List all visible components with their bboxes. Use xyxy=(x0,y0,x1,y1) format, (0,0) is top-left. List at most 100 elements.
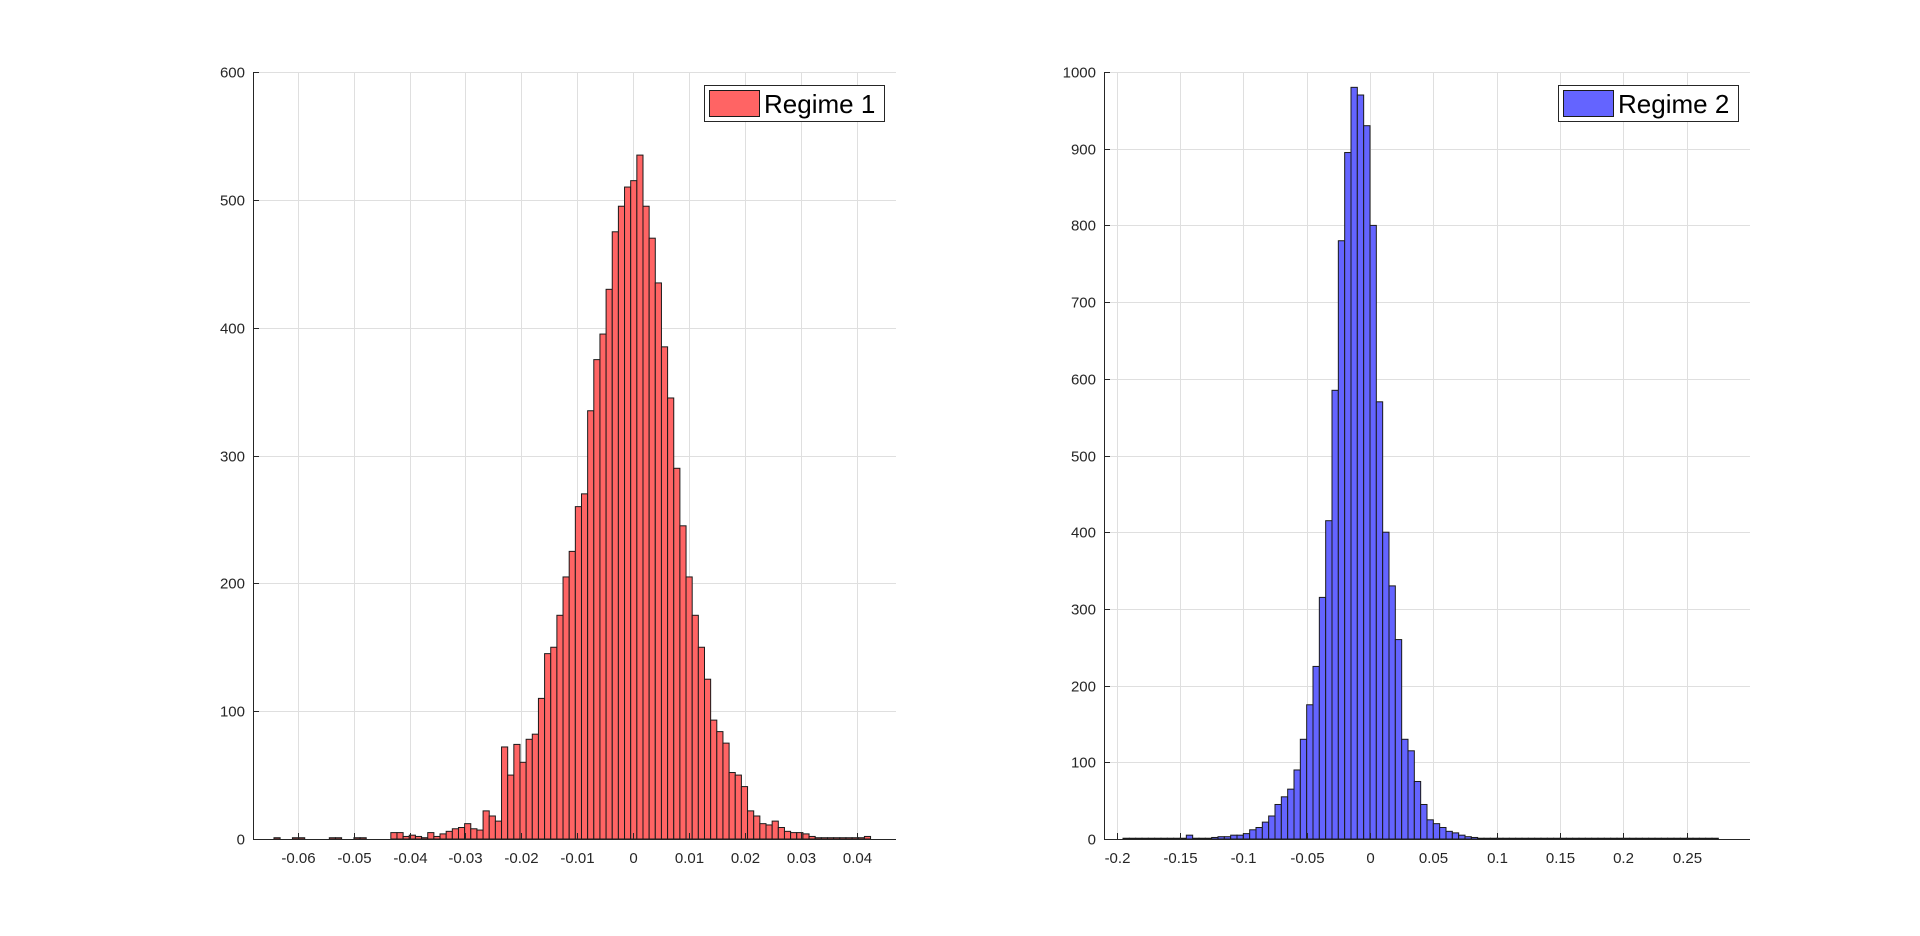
histogram-bar xyxy=(1432,823,1441,840)
histogram-bar xyxy=(580,493,589,840)
x-tick-label: -0.02 xyxy=(504,850,538,867)
histogram-bar xyxy=(1236,834,1244,840)
histogram-bar xyxy=(537,697,546,840)
histogram-bar xyxy=(1154,837,1162,840)
histogram-bar xyxy=(531,733,539,840)
histogram-bar xyxy=(790,832,798,840)
histogram-bar xyxy=(1166,837,1175,840)
histogram-bar xyxy=(1515,837,1523,840)
histogram-bar xyxy=(328,837,336,840)
y-tick-label: 800 xyxy=(1071,218,1096,235)
histogram-bar xyxy=(334,837,343,840)
histogram-bar xyxy=(1128,837,1137,840)
chart-regime-1: -0.06 -0.05 -0.04 -0.03 -0.02 -0.01 0 0.01 0.02 0… xyxy=(220,65,896,867)
histogram-bar xyxy=(722,742,730,840)
y-tick-label: 300 xyxy=(220,449,245,466)
x-tick-label: 0.15 xyxy=(1546,850,1575,867)
histogram-bar xyxy=(1565,837,1574,840)
histogram-bar xyxy=(445,830,453,840)
histogram-bar xyxy=(728,772,736,840)
histogram-bar xyxy=(1369,224,1377,840)
legend-label: Regime 2 xyxy=(1618,89,1729,119)
histogram-bar xyxy=(1331,389,1339,840)
histogram-bar xyxy=(673,467,681,840)
x-tick-label: -0.03 xyxy=(448,850,482,867)
histogram-bar xyxy=(771,820,779,840)
histogram-bar xyxy=(1147,837,1156,840)
histogram-bar xyxy=(1211,836,1219,840)
plot-area xyxy=(1104,72,1750,839)
histogram-bar xyxy=(1502,837,1510,840)
histogram-bar xyxy=(1648,837,1656,840)
histogram-bar xyxy=(1230,834,1238,840)
histogram-bar xyxy=(427,832,435,840)
histogram-bar xyxy=(1622,837,1631,840)
histogram-bar xyxy=(359,837,367,840)
histogram-bar xyxy=(1413,780,1422,840)
histogram-bar xyxy=(1679,837,1688,840)
grid xyxy=(1104,72,1750,840)
x-tick-label: -0.05 xyxy=(337,850,371,867)
histogram-bar xyxy=(1420,803,1428,840)
histogram-bar xyxy=(488,815,496,840)
histogram-bar xyxy=(550,646,558,840)
chart-regime-2: -0.2 -0.15 -0.1 -0.05 0 0.05 0.1 0.15 0.2 0.25 0 1… xyxy=(1063,65,1750,867)
histogram-bar xyxy=(1274,803,1282,840)
histogram-bar xyxy=(568,550,576,840)
histogram-bar xyxy=(470,828,478,840)
legend: Regime 2 xyxy=(1558,85,1739,122)
histogram-bar xyxy=(1261,821,1270,840)
histogram-bar xyxy=(1698,837,1707,840)
x-ticks: -0.2 -0.15 -0.1 -0.05 0 0.05 0.1 0.15 0.2 0.25 xyxy=(1105,833,1702,867)
histogram-bar xyxy=(1185,834,1194,840)
histogram-bar xyxy=(1635,837,1643,840)
histogram-bar xyxy=(1337,240,1346,840)
histogram-bar xyxy=(1375,401,1384,840)
histogram-bar xyxy=(1597,837,1605,840)
histogram-bar xyxy=(507,774,515,840)
legend-swatch xyxy=(1563,90,1614,117)
histogram-bar xyxy=(1540,837,1548,840)
histogram-bar xyxy=(1217,836,1225,840)
y-tick-label: 0 xyxy=(1088,832,1096,849)
histogram-bar xyxy=(433,835,441,840)
y-tick-label: 1000 xyxy=(1063,65,1096,82)
histogram-bar xyxy=(1287,788,1295,840)
histogram-bar xyxy=(501,746,509,840)
x-tick-label: -0.1 xyxy=(1231,850,1257,867)
histogram-bar xyxy=(390,832,398,840)
histogram-bar xyxy=(544,653,552,840)
histogram-bar xyxy=(1160,837,1168,840)
histogram-bar xyxy=(494,820,503,840)
histogram-bar xyxy=(1293,769,1301,840)
y-tick-label: 0 xyxy=(237,832,245,849)
x-tick-label: -0.05 xyxy=(1290,850,1324,867)
histogram-bar xyxy=(1527,837,1536,840)
histogram-bar xyxy=(1584,837,1593,840)
histogram-bar xyxy=(513,743,521,840)
y-tick-label: 100 xyxy=(1071,755,1096,772)
histogram-bar xyxy=(1394,639,1403,840)
histogram-bar xyxy=(1356,94,1365,840)
histogram-bar xyxy=(740,786,749,840)
histogram-bar xyxy=(1135,837,1143,840)
histogram-bar xyxy=(1249,829,1257,840)
histogram-bar xyxy=(1401,738,1409,840)
histogram-bar xyxy=(691,614,699,840)
y-tick-label: 300 xyxy=(1071,602,1096,619)
y-tick-label: 200 xyxy=(1071,679,1096,696)
histogram-bar xyxy=(298,837,306,840)
histogram-bar xyxy=(759,823,767,840)
x-tick-label: -0.01 xyxy=(560,850,594,867)
histogram-bar xyxy=(1546,837,1555,840)
histogram-bar xyxy=(1280,796,1289,840)
histogram-bar xyxy=(1192,837,1200,840)
histogram-bar xyxy=(1603,837,1612,840)
histogram-bar xyxy=(1654,837,1662,840)
histogram-bar xyxy=(1629,837,1637,840)
legend: Regime 1 xyxy=(704,85,885,122)
histogram-bar xyxy=(402,835,410,840)
histogram-bar xyxy=(1572,837,1580,840)
y-tick-label: 600 xyxy=(1071,372,1096,389)
